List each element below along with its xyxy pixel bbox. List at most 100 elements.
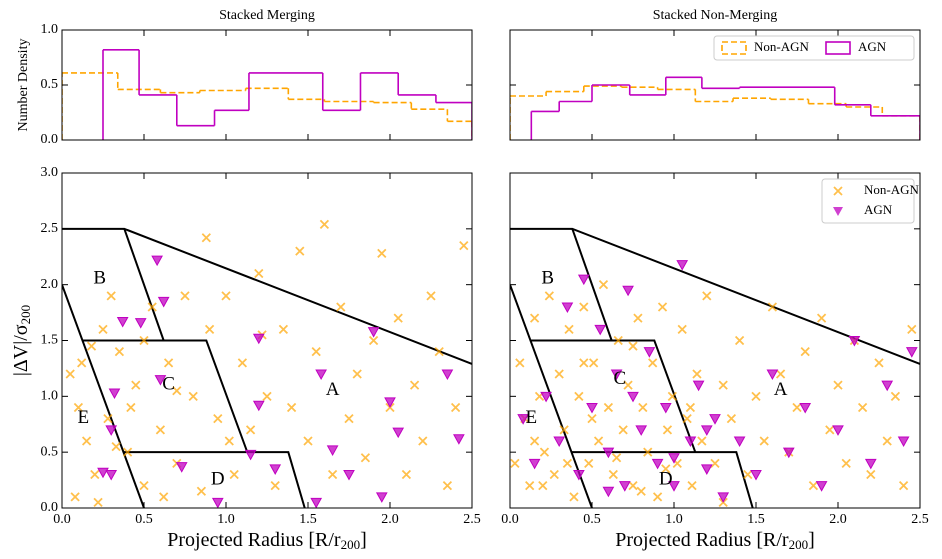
axes-frame: [509, 29, 921, 141]
point: [326, 445, 339, 456]
point: [687, 481, 697, 491]
region-boundary: [123, 451, 306, 508]
point: [857, 402, 868, 413]
point: [401, 469, 412, 480]
point: [360, 453, 371, 463]
point: [587, 414, 597, 424]
x-axis-label-sub: 200: [341, 537, 361, 552]
point: [677, 324, 687, 334]
plot-area: [510, 76, 920, 140]
point: [874, 358, 884, 368]
point: [833, 380, 843, 390]
panel-title: Stacked Merging: [219, 8, 315, 23]
point: [103, 414, 113, 424]
region-label: C: [614, 368, 627, 389]
point: [517, 414, 529, 425]
point: [459, 240, 469, 251]
point: [157, 296, 170, 308]
point: [86, 341, 97, 351]
region-boundary: [123, 228, 165, 341]
point: [668, 481, 680, 492]
point: [252, 333, 265, 345]
point: [122, 447, 133, 457]
region-label: B: [541, 267, 554, 288]
point: [245, 425, 256, 435]
point: [73, 402, 84, 413]
point: [327, 469, 338, 480]
x-tick-label: 1.0: [665, 512, 683, 527]
point: [434, 347, 444, 357]
point: [175, 462, 188, 473]
point: [81, 436, 92, 446]
point: [244, 449, 257, 461]
panel: 0.0 0.5 1.0 1.5 2.0 2.5 Projected Radius [R/r2…: [501, 172, 929, 552]
point: [890, 391, 901, 401]
point: [881, 380, 894, 392]
point: [610, 369, 623, 381]
point: [602, 486, 615, 498]
point: [70, 492, 80, 502]
point: [90, 469, 100, 480]
point: [134, 318, 147, 329]
panel: 0.0 0.5 1.0 1.5 2.0 2.5 0.0 0.5 1.0 1.5 2.0 2.5 3.0 |…: [10, 165, 481, 552]
point: [528, 458, 541, 470]
point: [93, 497, 103, 508]
region-label: E: [78, 407, 90, 428]
point: [643, 447, 653, 457]
point: [213, 414, 223, 424]
point: [618, 481, 631, 492]
point: [584, 458, 594, 468]
point: [105, 470, 118, 481]
legend: Non-AGN AGN: [713, 35, 915, 61]
point: [343, 470, 355, 481]
x-tick-label: 2.5: [463, 512, 481, 527]
region-boundary: [571, 228, 613, 341]
point: [564, 324, 574, 334]
point: [529, 436, 540, 446]
point: [139, 481, 149, 491]
region-label: A: [774, 379, 788, 400]
point: [319, 219, 330, 230]
point: [661, 464, 671, 474]
point: [622, 285, 634, 297]
y-axis-label-sub: 200: [18, 305, 33, 325]
point: [717, 492, 730, 503]
point: [286, 402, 297, 413]
point: [426, 291, 436, 301]
point: [598, 280, 609, 290]
point: [825, 425, 835, 435]
point: [159, 492, 169, 502]
point: [367, 327, 380, 338]
y-tick-label: 3.0: [41, 165, 59, 180]
y-axis-label: |ΔV|/σ200: [10, 305, 33, 376]
point: [733, 436, 746, 448]
point: [155, 425, 166, 435]
point: [204, 324, 215, 334]
plot-area: [62, 219, 472, 508]
point: [310, 497, 323, 508]
region-boundary: [62, 227, 472, 365]
point: [751, 391, 761, 401]
point: [848, 336, 861, 347]
point: [659, 403, 672, 414]
point: [126, 402, 136, 413]
point: [593, 436, 604, 446]
x-tick-label: 2.0: [381, 512, 399, 527]
point: [224, 436, 234, 446]
point: [409, 380, 420, 390]
point: [636, 486, 646, 496]
point: [262, 391, 272, 401]
x-tick-label: 0.5: [583, 512, 601, 527]
region-label: D: [211, 468, 225, 489]
point: [684, 436, 697, 448]
point: [685, 402, 696, 413]
point: [608, 469, 618, 480]
point: [569, 492, 579, 502]
point: [635, 425, 648, 436]
y-tick-label: 2.0: [41, 277, 59, 292]
point: [628, 481, 638, 491]
x-tick-label: 2.5: [911, 512, 929, 527]
legend-label: Non-AGN: [754, 39, 809, 54]
legend-frame: [713, 35, 915, 61]
